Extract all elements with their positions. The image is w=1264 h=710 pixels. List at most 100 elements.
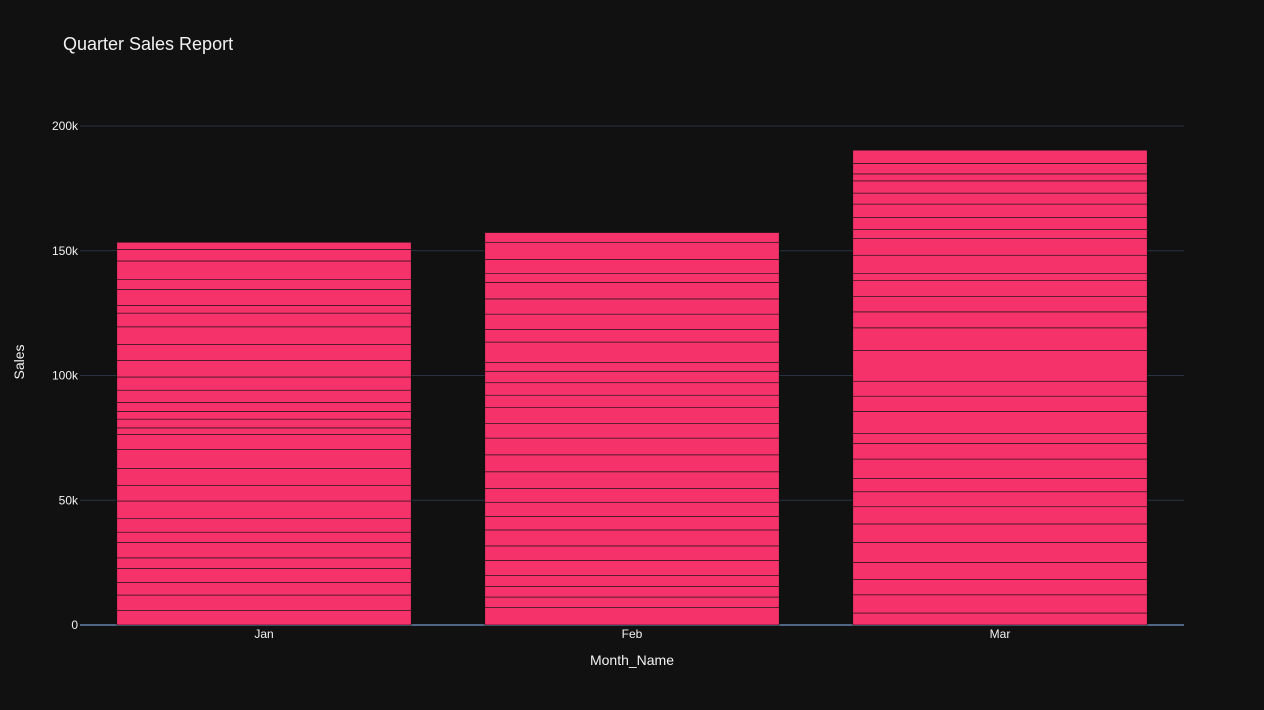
x-tick-label: Feb (622, 627, 643, 641)
bar-segment (852, 350, 1148, 382)
bar-segment (852, 443, 1148, 460)
bar-segment (852, 506, 1148, 525)
bar-segment (852, 237, 1148, 256)
bar-segment (484, 394, 780, 408)
bar-segment (116, 449, 412, 469)
bar-segment (116, 518, 412, 533)
bar-segment (116, 344, 412, 361)
bar-segment (852, 523, 1148, 543)
x-tick-labels: Jan Feb Mar (254, 627, 1010, 641)
bar-segment (484, 545, 780, 561)
bar-segment (116, 468, 412, 486)
bar-segment (116, 389, 412, 403)
bar-segment (484, 329, 780, 343)
bar-segment (484, 471, 780, 489)
bar-segment (852, 542, 1148, 563)
bar-segment (116, 542, 412, 559)
bar-segment (484, 423, 780, 439)
bar-segment (852, 411, 1148, 434)
y-tick-label: 150k (52, 244, 79, 258)
bar-segment (116, 582, 412, 596)
bar-segment (852, 180, 1148, 194)
bar-segment (116, 241, 412, 250)
bar-segment (852, 491, 1148, 508)
bar-segment (852, 203, 1148, 218)
bar-segment (116, 418, 412, 429)
bar-segment (484, 501, 780, 517)
bar-segment (116, 326, 412, 345)
bar-segment (852, 228, 1148, 239)
x-tick-label: Jan (254, 627, 273, 641)
bar-segment (852, 254, 1148, 275)
bar-segment (484, 529, 780, 547)
bar-segment (116, 557, 412, 569)
bar-segment (484, 313, 780, 330)
bar-segment (852, 478, 1148, 493)
x-tick-label: Mar (990, 627, 1011, 641)
bar-segment (484, 560, 780, 576)
bar-segment (116, 249, 412, 262)
bar-segment (484, 606, 780, 626)
bar-segment (852, 149, 1148, 164)
bar-segment (852, 612, 1148, 626)
bar-segment (484, 454, 780, 473)
bar-segment (484, 273, 780, 283)
bar-segment (484, 437, 780, 456)
bar-segment (852, 280, 1148, 297)
bar-segment (484, 370, 780, 384)
bar-segment (116, 402, 412, 412)
bar-segment (484, 586, 780, 598)
bar-segment (116, 312, 412, 328)
bar-segment (484, 232, 780, 243)
bar-segment (852, 296, 1148, 313)
y-tick-label: 100k (52, 369, 79, 383)
bar-segment (852, 163, 1148, 175)
bar-segment (116, 531, 412, 543)
bar-segment (852, 217, 1148, 230)
y-tick-labels: 0 50k 100k 150k 200k (52, 119, 79, 632)
bar-segment (484, 241, 780, 260)
bar-segment (852, 395, 1148, 412)
bar-segment (484, 361, 780, 372)
bar-feb (484, 232, 780, 626)
y-tick-label: 200k (52, 119, 79, 133)
bar-segment (116, 411, 412, 420)
bar-segment (484, 341, 780, 363)
bar-segment (852, 458, 1148, 479)
bar-segment (116, 305, 412, 314)
chart-title: Quarter Sales Report (63, 34, 233, 54)
bar-mar (852, 149, 1148, 626)
bar-segment (852, 433, 1148, 444)
bar-segment (116, 568, 412, 583)
bar-segment (116, 434, 412, 450)
bars (116, 149, 1148, 626)
bar-segment (484, 488, 780, 503)
bar-segment (484, 596, 780, 608)
bar-segment (852, 173, 1148, 182)
bar-segment (852, 562, 1148, 580)
bar-segment (852, 327, 1148, 351)
x-axis-label: Month_Name (590, 652, 674, 668)
bar-segment (852, 579, 1148, 596)
bar-segment (116, 484, 412, 502)
bar-segment (484, 575, 780, 587)
bar-segment (484, 298, 780, 315)
y-tick-label: 0 (71, 618, 78, 632)
bar-segment (852, 192, 1148, 205)
bar-segment (116, 289, 412, 306)
bar-segment (116, 376, 412, 391)
bar-segment (852, 311, 1148, 329)
bar-segment (116, 427, 412, 435)
bar-segment (116, 609, 412, 626)
y-tick-label: 50k (59, 493, 79, 507)
bar-segment (484, 259, 780, 275)
bar-segment (116, 594, 412, 611)
bar-segment (852, 594, 1148, 614)
bar-segment (484, 282, 780, 300)
y-axis-label: Sales (11, 344, 27, 379)
bar-segment (116, 500, 412, 520)
bar-segment (484, 516, 780, 531)
bar-segment (116, 260, 412, 280)
